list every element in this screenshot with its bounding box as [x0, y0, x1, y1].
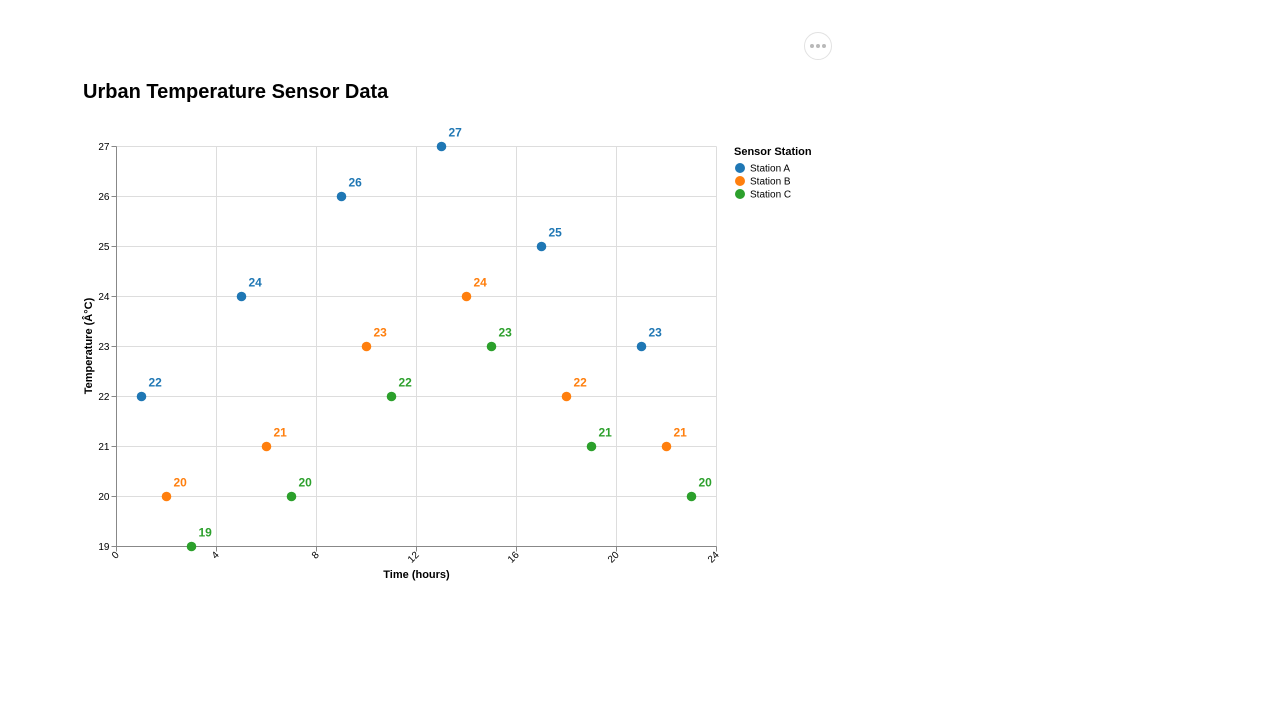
x-tick-label: 12	[406, 550, 422, 566]
data-point[interactable]	[336, 191, 347, 202]
data-label: 23	[374, 326, 388, 340]
data-label: 27	[449, 126, 463, 140]
legend-swatch	[735, 189, 745, 199]
data-label: 22	[149, 376, 163, 390]
data-point[interactable]	[261, 441, 272, 452]
data-point[interactable]	[436, 141, 447, 152]
data-point[interactable]	[361, 341, 372, 352]
data-point[interactable]	[236, 291, 247, 302]
data-label: 19	[199, 526, 213, 540]
y-tick-label: 27	[98, 142, 110, 153]
data-label: 23	[649, 326, 663, 340]
data-point[interactable]	[586, 441, 597, 452]
data-point[interactable]	[386, 391, 397, 402]
data-label: 21	[674, 426, 688, 440]
y-tick-label: 24	[98, 292, 110, 303]
data-label: 22	[574, 376, 588, 390]
data-label: 21	[599, 426, 613, 440]
y-tick-label: 25	[98, 242, 110, 253]
data-label: 20	[699, 476, 713, 490]
legend: Sensor Station Station A Station B Station…	[734, 146, 812, 201]
more-horizontal-icon	[810, 44, 814, 48]
x-tick-label: 24	[706, 550, 722, 566]
y-tick-label: 21	[98, 442, 110, 453]
data-label: 20	[299, 476, 313, 490]
data-point[interactable]	[286, 491, 297, 502]
y-tick-label: 23	[98, 342, 110, 353]
data-label: 23	[499, 326, 513, 340]
data-label: 24	[249, 276, 263, 290]
data-point[interactable]	[636, 341, 647, 352]
legend-label: Station C	[750, 190, 791, 201]
chart-title: Urban Temperature Sensor Data	[83, 81, 389, 103]
x-tick-label: 16	[506, 550, 522, 566]
y-tick-label: 26	[98, 192, 110, 203]
data-point[interactable]	[686, 491, 697, 502]
legend-swatch	[735, 176, 745, 186]
grid-lines	[116, 146, 717, 547]
data-point[interactable]	[461, 291, 472, 302]
data-label: 25	[549, 226, 563, 240]
y-axis-title: Temperature (Â°C)	[82, 297, 95, 394]
data-point[interactable]	[161, 491, 172, 502]
y-tick-label: 20	[98, 492, 110, 503]
data-label: 20	[174, 476, 188, 490]
legend-swatch	[735, 163, 745, 173]
y-tick-label: 19	[98, 542, 110, 553]
data-points	[136, 141, 697, 552]
data-point[interactable]	[486, 341, 497, 352]
x-tick-label: 0	[110, 550, 122, 562]
data-label: 24	[474, 276, 488, 290]
data-point[interactable]	[136, 391, 147, 402]
more-horizontal-icon-dot	[822, 44, 826, 48]
x-tick-label: 8	[310, 550, 322, 562]
data-point[interactable]	[536, 241, 547, 252]
legend-title: Sensor Station	[734, 146, 812, 158]
x-tick-label: 20	[606, 550, 622, 566]
data-point[interactable]	[661, 441, 672, 452]
legend-label: Station A	[750, 164, 790, 175]
more-actions-button[interactable]	[804, 32, 832, 60]
x-tick-label: 4	[210, 550, 222, 562]
legend-label: Station B	[750, 177, 791, 188]
data-label: 26	[349, 176, 363, 190]
more-horizontal-icon-dot	[816, 44, 820, 48]
x-axis-title: Time (hours)	[383, 569, 450, 581]
axes: 19 20 21 22 23 24 25 26 27 0 4 8 12 16 20 24	[98, 142, 722, 565]
data-label: 21	[274, 426, 288, 440]
y-tick-label: 22	[98, 392, 110, 403]
data-labels: 22 24 26 27 25 23 20 21 23 24 22 21 19 20 22 23 21 20	[149, 126, 713, 540]
data-point[interactable]	[561, 391, 572, 402]
data-point[interactable]	[186, 541, 197, 552]
data-label: 22	[399, 376, 413, 390]
